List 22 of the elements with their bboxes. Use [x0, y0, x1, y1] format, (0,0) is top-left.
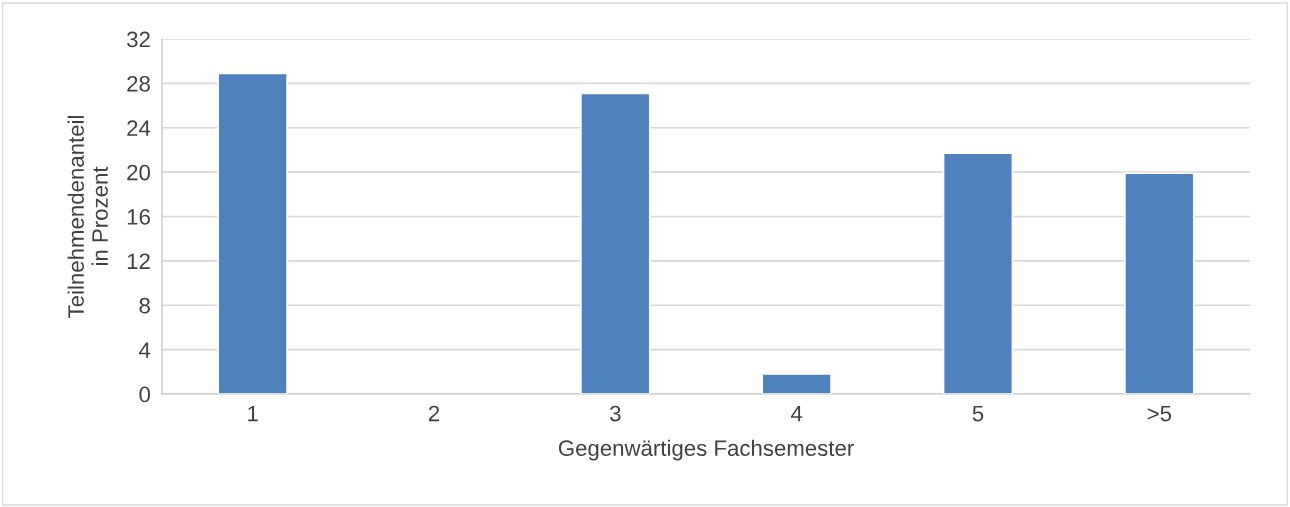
x-tick-label: 2: [428, 405, 440, 422]
y-tick-label: 24: [127, 120, 151, 136]
bar: [1124, 172, 1195, 394]
y-tick-label: 0: [139, 386, 151, 403]
y-tick-label: 16: [127, 209, 150, 225]
y-tick-label: 32: [127, 31, 150, 48]
y-axis-title: Teilnehmendenanteil in Prozent: [67, 116, 108, 318]
bar: [761, 373, 832, 394]
x-tick-label: >5: [1147, 405, 1172, 422]
x-tick-label: 5: [972, 405, 984, 422]
y-tick-label: 8: [139, 297, 150, 314]
bar: [580, 92, 651, 394]
y-tick-label: 4: [139, 342, 151, 358]
bar: [217, 72, 288, 394]
x-tick-label: 1: [248, 405, 258, 422]
x-tick-label: 4: [791, 405, 803, 422]
bar: [942, 152, 1014, 394]
x-axis-title: Gegenwärtiges Fachsemester: [558, 439, 854, 461]
y-tick-label: 28: [127, 75, 150, 92]
y-tick-label: 12: [127, 253, 150, 269]
y-tick-label: 20: [127, 164, 151, 181]
x-tick-label: 3: [610, 405, 621, 422]
